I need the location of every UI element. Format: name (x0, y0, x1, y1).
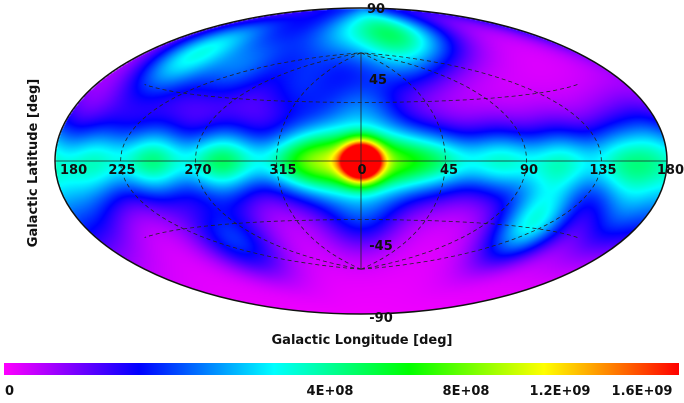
lon-tick-45: 45 (440, 163, 458, 178)
lon-tick-90: 90 (520, 163, 538, 178)
lat-tick-90: 90 (367, 2, 385, 17)
lon-tick-135: 135 (589, 163, 616, 178)
lon-tick-180-left: 180 (60, 163, 87, 178)
lat-tick-minus-45: -45 (369, 239, 393, 254)
meridian-line (276, 52, 362, 270)
colorbar-tick-4e08: 4E+08 (307, 384, 354, 399)
colorbar-tick-8e08: 8E+08 (443, 384, 490, 399)
lat-tick-minus-90: -90 (369, 311, 393, 326)
lon-tick-270: 270 (184, 163, 211, 178)
parallel-line (144, 219, 578, 238)
lon-tick-315: 315 (269, 163, 296, 178)
latitude-tick-labels: 90 45 -45 -90 (367, 2, 393, 326)
colorbar (4, 363, 679, 375)
graticule (55, 52, 667, 270)
lon-tick-180-right: 180 (657, 163, 684, 178)
colorbar-tick-labels: 0 4E+08 8E+08 1.2E+09 1.6E+09 (5, 384, 672, 399)
meridian-line (360, 52, 446, 270)
colorbar-tick-1-2e09: 1.2E+09 (530, 384, 591, 399)
parallel-line (144, 84, 578, 103)
lon-tick-0: 0 (357, 163, 366, 178)
lat-tick-45: 45 (369, 73, 387, 88)
map-outline (54, 7, 668, 315)
colorbar-tick-1-6e09: 1.6E+09 (612, 384, 673, 399)
y-axis-title: Galactic Latitude [deg] (26, 79, 41, 247)
x-axis-title: Galactic Longitude [deg] (272, 333, 453, 348)
colorbar-tick-0: 0 (5, 384, 14, 399)
longitude-tick-labels: 180 225 270 315 0 45 90 135 180 (60, 163, 684, 178)
lon-tick-225: 225 (108, 163, 135, 178)
